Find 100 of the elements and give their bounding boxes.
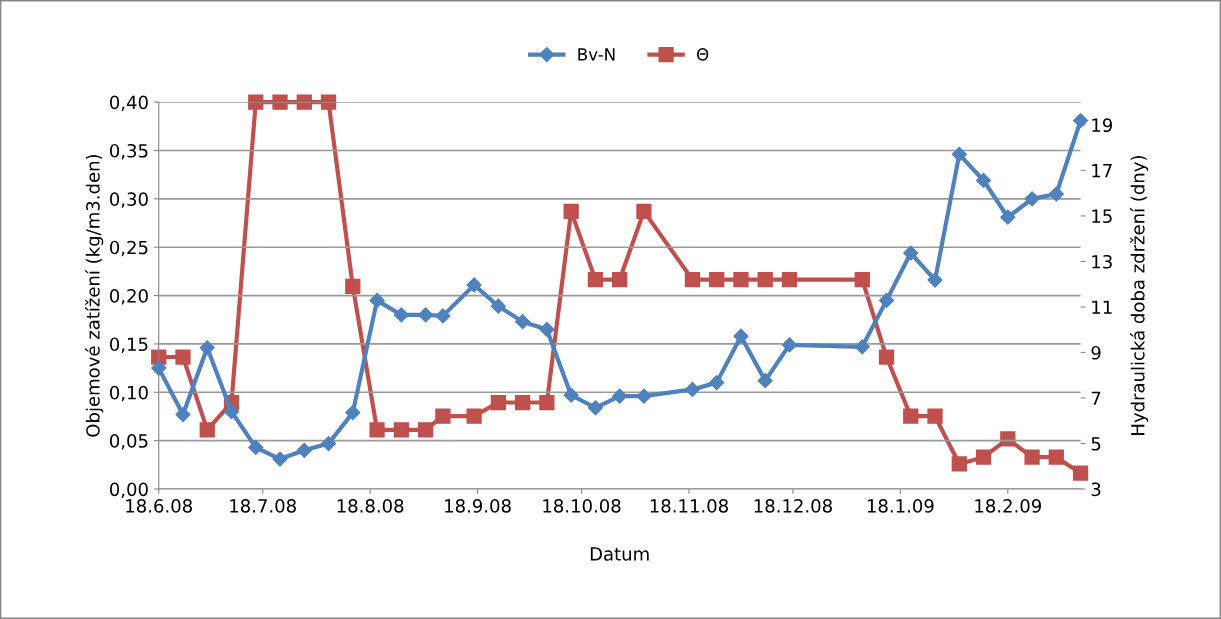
legend-label: Bv-N bbox=[578, 48, 615, 61]
y2-tick-label: 15 bbox=[1092, 209, 1112, 224]
point bbox=[435, 408, 451, 424]
point bbox=[563, 387, 579, 403]
x-tick-label: 18.2.09 bbox=[975, 499, 1041, 513]
point bbox=[1000, 431, 1016, 447]
point bbox=[417, 422, 434, 438]
x-tick-label: 18.11.08 bbox=[650, 499, 728, 513]
y2-tick-label: 13 bbox=[1092, 254, 1112, 269]
y-tick-label: 0,20 bbox=[110, 289, 148, 305]
y-tick-label: 0,05 bbox=[110, 434, 148, 450]
point bbox=[466, 408, 482, 424]
y-tick-label: 0,25 bbox=[110, 240, 148, 257]
y2-tick-label: 11 bbox=[1092, 300, 1112, 314]
point bbox=[151, 360, 167, 376]
point bbox=[927, 408, 943, 424]
point bbox=[435, 308, 451, 324]
point bbox=[1024, 191, 1040, 207]
point bbox=[733, 272, 749, 288]
point bbox=[199, 340, 215, 356]
point bbox=[757, 373, 773, 389]
point bbox=[1048, 186, 1064, 202]
point bbox=[903, 245, 919, 261]
point bbox=[684, 272, 701, 288]
legend-label: Θ bbox=[697, 48, 709, 61]
x-tick-label: 18.10.08 bbox=[543, 499, 621, 513]
point bbox=[757, 272, 773, 288]
x-tick-label: 18.8.08 bbox=[337, 499, 404, 513]
x-tick-label: 18.9.08 bbox=[445, 499, 511, 513]
x-axis-title: Datum bbox=[590, 547, 649, 561]
point bbox=[951, 456, 967, 472]
point bbox=[296, 442, 312, 458]
point bbox=[393, 422, 409, 438]
point bbox=[709, 272, 725, 288]
y2-axis-title: Hydraulická doba zdržení (dny) bbox=[1129, 156, 1149, 435]
point bbox=[1000, 209, 1016, 225]
x-tick-label: 18.7.08 bbox=[230, 499, 296, 513]
point bbox=[199, 422, 215, 438]
point bbox=[587, 400, 603, 416]
point bbox=[951, 146, 967, 162]
y-tick-label: 0,30 bbox=[110, 192, 148, 208]
point bbox=[345, 405, 361, 421]
y2-tick-label: 9 bbox=[1091, 345, 1101, 360]
y2-tick-label: 5 bbox=[1091, 437, 1101, 451]
point bbox=[781, 272, 798, 288]
y2-tick-label: 17 bbox=[1092, 164, 1112, 178]
point bbox=[709, 375, 725, 391]
point bbox=[539, 394, 555, 411]
point bbox=[514, 394, 531, 411]
point bbox=[636, 388, 652, 404]
point bbox=[854, 272, 870, 288]
point bbox=[223, 404, 240, 420]
point bbox=[320, 435, 337, 452]
point bbox=[878, 349, 895, 365]
point bbox=[296, 94, 312, 110]
point bbox=[175, 349, 191, 365]
y-tick-label: 0,00 bbox=[110, 482, 148, 498]
point bbox=[975, 172, 992, 189]
point bbox=[175, 406, 191, 423]
point bbox=[1073, 112, 1089, 129]
point bbox=[272, 94, 288, 110]
x-tick-label: 18.1.09 bbox=[867, 499, 934, 513]
point bbox=[563, 203, 579, 220]
y-tick-label: 0,35 bbox=[110, 143, 148, 160]
y2-tick-label: 19 bbox=[1092, 118, 1113, 133]
point bbox=[1072, 465, 1089, 481]
point bbox=[684, 381, 701, 397]
point bbox=[369, 292, 385, 308]
y2-tick-label: 7 bbox=[1091, 391, 1101, 405]
point bbox=[1048, 449, 1064, 465]
x-tick-label: 18.6.08 bbox=[126, 499, 192, 513]
x-tick-label: 18.12.08 bbox=[754, 499, 832, 513]
point bbox=[539, 321, 555, 337]
point bbox=[733, 328, 749, 344]
point bbox=[612, 388, 628, 404]
y-tick-label: 0,40 bbox=[110, 95, 148, 112]
point bbox=[903, 408, 919, 424]
point bbox=[878, 292, 895, 308]
point bbox=[587, 272, 604, 288]
y-tick-label: 0,10 bbox=[110, 385, 148, 402]
point bbox=[393, 307, 409, 323]
point bbox=[248, 94, 264, 110]
point bbox=[418, 307, 434, 323]
point bbox=[854, 339, 870, 355]
point bbox=[490, 394, 507, 411]
y-axis-title: Objemové zatížení (kg/m3.den) bbox=[85, 154, 104, 437]
point bbox=[1024, 449, 1040, 465]
y2-tick-label: 3 bbox=[1091, 482, 1101, 497]
point bbox=[612, 272, 628, 288]
point bbox=[466, 277, 482, 293]
point bbox=[272, 451, 288, 467]
point bbox=[248, 439, 264, 455]
point bbox=[927, 272, 943, 288]
point bbox=[345, 278, 361, 295]
point bbox=[515, 314, 531, 330]
point bbox=[320, 94, 337, 110]
y-tick-label: 0,15 bbox=[110, 337, 148, 353]
point bbox=[490, 298, 506, 314]
point bbox=[781, 337, 798, 353]
point bbox=[975, 449, 992, 465]
